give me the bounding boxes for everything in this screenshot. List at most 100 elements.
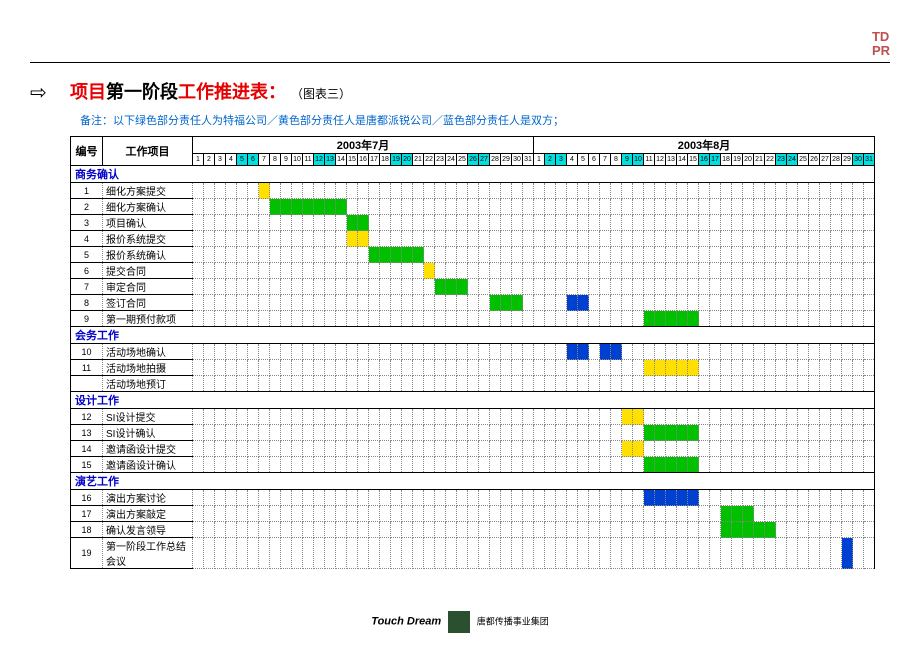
footer: Touch Dream 唐都传播事业集团 <box>0 611 920 633</box>
gantt-cell <box>688 457 699 473</box>
gantt-cell <box>776 279 787 295</box>
task-row: 13SI设计确认 <box>71 425 875 441</box>
gantt-cell <box>567 215 578 231</box>
gantt-cell <box>303 279 314 295</box>
gantt-cell <box>765 490 776 506</box>
row-task: 确认发言领导 <box>103 522 193 538</box>
gantt-cell <box>215 311 226 327</box>
gantt-cell <box>391 441 402 457</box>
arrow-icon: ⇨ <box>30 80 47 105</box>
gantt-cell <box>798 183 809 199</box>
gantt-cell <box>611 215 622 231</box>
gantt-cell <box>237 311 248 327</box>
gantt-cell <box>864 360 875 376</box>
day-cell: 18 <box>380 154 391 166</box>
gantt-cell <box>732 425 743 441</box>
gantt-cell <box>853 425 864 441</box>
gantt-cell <box>501 457 512 473</box>
gantt-cell <box>501 522 512 538</box>
gantt-cell <box>743 215 754 231</box>
gantt-cell <box>743 360 754 376</box>
gantt-cell <box>424 215 435 231</box>
gantt-cell <box>699 425 710 441</box>
gantt-cell <box>325 183 336 199</box>
row-id: 18 <box>71 522 103 538</box>
row-id <box>71 376 103 392</box>
gantt-cell <box>314 231 325 247</box>
gantt-cell <box>358 295 369 311</box>
gantt-cell <box>193 215 204 231</box>
row-id: 19 <box>71 538 103 569</box>
gantt-cell <box>743 409 754 425</box>
gantt-cell <box>600 506 611 522</box>
gantt-cell <box>358 231 369 247</box>
gantt-cell <box>743 490 754 506</box>
gantt-cell <box>413 247 424 263</box>
gantt-cell <box>567 441 578 457</box>
gantt-cell <box>567 311 578 327</box>
gantt-cell <box>578 376 589 392</box>
gantt-cell <box>391 360 402 376</box>
gantt-cell <box>545 247 556 263</box>
gantt-cell <box>193 279 204 295</box>
gantt-cell <box>314 457 325 473</box>
gantt-cell <box>721 409 732 425</box>
gantt-cell <box>325 506 336 522</box>
gantt-cell <box>842 295 853 311</box>
gantt-cell <box>391 199 402 215</box>
gantt-cell <box>512 215 523 231</box>
gantt-cell <box>732 490 743 506</box>
gantt-cell <box>589 376 600 392</box>
gantt-cell <box>743 231 754 247</box>
day-cell: 16 <box>358 154 369 166</box>
gantt-cell <box>710 311 721 327</box>
gantt-cell <box>578 441 589 457</box>
gantt-cell <box>831 425 842 441</box>
gantt-cell <box>270 490 281 506</box>
gantt-cell <box>325 490 336 506</box>
gantt-cell <box>226 441 237 457</box>
gantt-cell <box>523 183 534 199</box>
day-cell: 25 <box>457 154 468 166</box>
gantt-cell <box>820 231 831 247</box>
gantt-cell <box>490 457 501 473</box>
gantt-cell <box>666 425 677 441</box>
row-task: 第一阶段工作总结会议 <box>103 538 193 569</box>
col-month2: 2003年8月 <box>534 137 875 154</box>
gantt-cell <box>655 295 666 311</box>
gantt-cell <box>765 247 776 263</box>
gantt-cell <box>622 263 633 279</box>
gantt-cell <box>666 376 677 392</box>
gantt-cell <box>556 538 567 569</box>
gantt-cell <box>534 295 545 311</box>
gantt-cell <box>809 522 820 538</box>
gantt-cell <box>325 538 336 569</box>
day-cell: 4 <box>226 154 237 166</box>
gantt-cell <box>479 425 490 441</box>
gantt-cell <box>721 344 732 360</box>
gantt-cell <box>710 441 721 457</box>
gantt-cell <box>391 490 402 506</box>
gantt-cell <box>358 522 369 538</box>
gantt-cell <box>600 409 611 425</box>
gantt-cell <box>215 263 226 279</box>
gantt-cell <box>292 506 303 522</box>
gantt-cell <box>732 247 743 263</box>
row-id: 16 <box>71 490 103 506</box>
col-task: 工作项目 <box>103 137 193 166</box>
gantt-cell <box>523 295 534 311</box>
gantt-cell <box>710 409 721 425</box>
gantt-cell <box>853 360 864 376</box>
gantt-cell <box>754 344 765 360</box>
gantt-cell <box>864 295 875 311</box>
gantt-cell <box>600 199 611 215</box>
gantt-cell <box>237 490 248 506</box>
gantt-cell <box>710 425 721 441</box>
gantt-cell <box>567 231 578 247</box>
gantt-cell <box>336 279 347 295</box>
gantt-cell <box>589 409 600 425</box>
gantt-cell <box>369 490 380 506</box>
gantt-cell <box>193 490 204 506</box>
gantt-cell <box>655 231 666 247</box>
gantt-cell <box>435 295 446 311</box>
